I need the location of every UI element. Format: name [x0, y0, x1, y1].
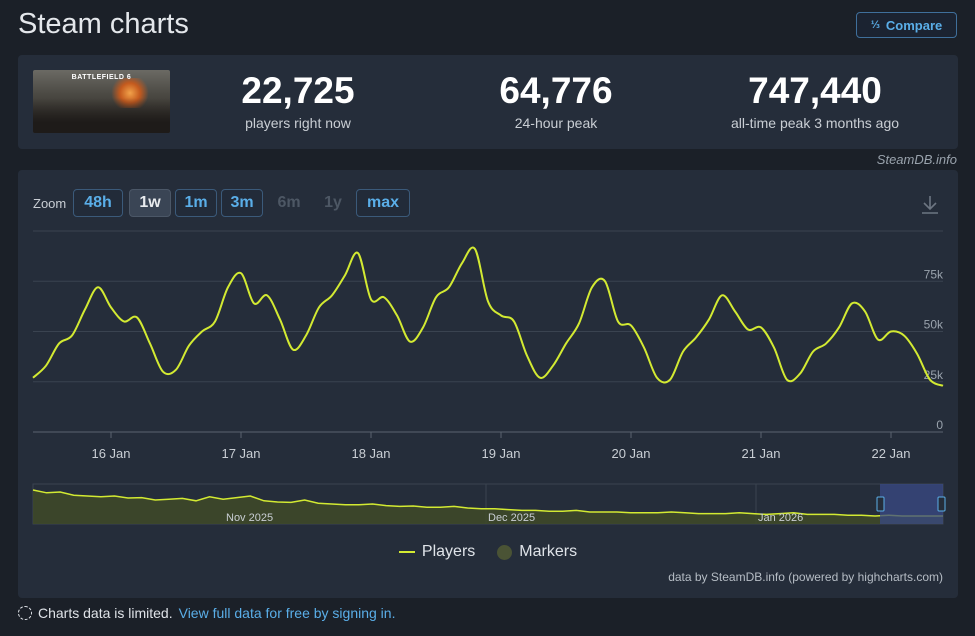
navigator-label: Dec 2025	[488, 512, 535, 524]
legend-players-label: Players	[421, 543, 476, 560]
zoom-1w-button[interactable]: 1w	[129, 189, 171, 217]
navigator-left-handle[interactable]	[876, 496, 885, 512]
chart-panel: Zoom 48h 1w 1m 3m 6m 1y max 0 25k 50k 75k 1…	[18, 170, 958, 598]
x-tick-label: 18 Jan	[351, 446, 390, 461]
x-tick-label: 21 Jan	[741, 446, 780, 461]
stats-panel: BATTLEFIELD 6 22,725 players right now 6…	[18, 55, 958, 149]
navigator-label: Jan 2026	[758, 512, 803, 524]
soldiers-graphic	[33, 98, 170, 133]
compare-button[interactable]: ⅓ Compare	[856, 12, 957, 38]
stat-all-time-peak-value: 747,440	[748, 70, 882, 111]
zoom-label: Zoom	[33, 196, 67, 211]
chart-legend: Players Markers	[18, 543, 958, 561]
chart-credit[interactable]: data by SteamDB.info (powered by highcha…	[668, 570, 943, 584]
compare-label: Compare	[885, 17, 943, 33]
legend-players[interactable]: Players	[398, 543, 476, 561]
x-tick-label: 20 Jan	[611, 446, 650, 461]
zoom-6m-button: 6m	[277, 194, 301, 211]
footer-text: Charts data is limited.	[38, 605, 173, 621]
navigator-selection[interactable]	[880, 484, 943, 524]
page-title: Steam charts	[18, 8, 189, 40]
navigator-line	[32, 489, 943, 517]
stat-24h-peak-value: 64,776	[499, 70, 613, 111]
x-tick-label: 19 Jan	[481, 446, 520, 461]
navigator-area	[33, 490, 943, 524]
players-legend-swatch	[398, 551, 415, 553]
stat-24h-peak: 64,776 24-hour peak	[431, 70, 681, 132]
y-tick-label: 75k	[924, 267, 944, 281]
x-tick-label: 17 Jan	[221, 446, 260, 461]
zoom-3m-button[interactable]: 3m	[221, 189, 263, 217]
stat-current-value: 22,725	[241, 70, 355, 111]
sign-in-link[interactable]: View full data for free by signing in.	[178, 605, 396, 621]
limited-data-icon	[18, 606, 32, 620]
stat-current-label: players right now	[245, 115, 351, 131]
y-tick-label: 0	[936, 418, 943, 432]
markers-legend-swatch	[497, 544, 513, 560]
x-tick-label: 22 Jan	[871, 446, 910, 461]
navigator-label: Nov 2025	[226, 512, 273, 524]
zoom-1y-button: 1y	[324, 194, 342, 211]
stat-all-time-peak: 747,440 all-time peak 3 months ago	[690, 70, 940, 132]
legend-markers[interactable]: Markers	[497, 543, 577, 561]
steamdb-watermark: SteamDB.info	[876, 152, 957, 167]
players-series-line	[32, 246, 944, 387]
navigator-right-handle[interactable]	[937, 496, 946, 512]
zoom-max-button[interactable]: max	[356, 189, 410, 217]
game-thumb-title: BATTLEFIELD 6	[71, 74, 132, 81]
stat-current: 22,725 players right now	[173, 70, 423, 132]
zoom-1m-button[interactable]: 1m	[175, 189, 217, 217]
y-tick-label: 50k	[924, 318, 944, 332]
zoom-48h-button[interactable]: 48h	[73, 189, 123, 217]
download-icon[interactable]	[920, 194, 940, 216]
footer-note: Charts data is limited. View full data f…	[18, 605, 395, 621]
stat-24h-peak-label: 24-hour peak	[514, 115, 598, 131]
game-thumbnail[interactable]: BATTLEFIELD 6	[33, 70, 170, 133]
legend-markers-label: Markers	[519, 543, 578, 560]
x-tick-label: 16 Jan	[91, 446, 130, 461]
stat-all-time-peak-label: all-time peak 3 months ago	[730, 115, 900, 131]
compare-icon: ⅓	[870, 18, 880, 31]
